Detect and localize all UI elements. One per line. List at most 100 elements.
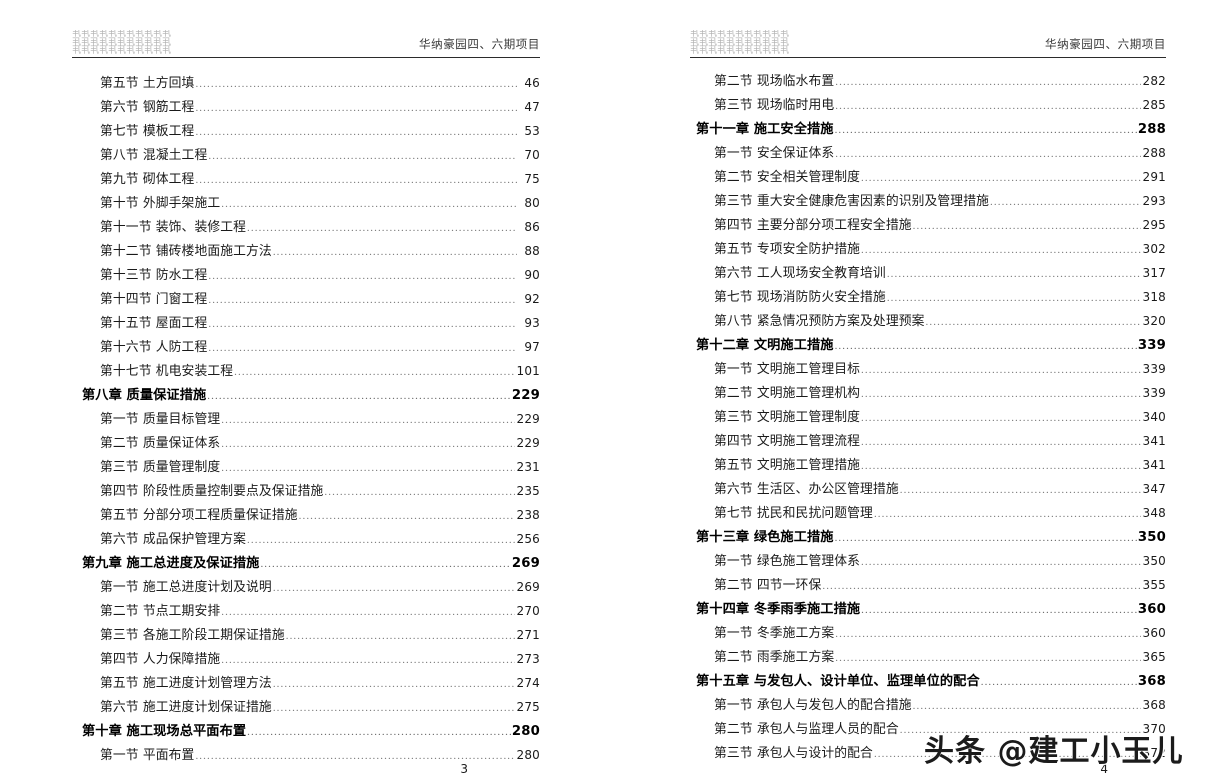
- toc-entry[interactable]: 第十七节 机电安装工程 101: [72, 360, 540, 384]
- toc-entry[interactable]: 第五节 文明施工管理措施 341: [690, 454, 1166, 478]
- header-project-title: 华纳豪园四、六期项目: [1045, 37, 1166, 51]
- toc-entry[interactable]: 第三节 重大安全健康危害因素的识别及管理措施 293: [690, 190, 1166, 214]
- toc-entry[interactable]: 第三节 现场临时用电 285: [690, 94, 1166, 118]
- toc-entry[interactable]: 第一节 承包人与发包人的配合措施 368: [690, 694, 1166, 718]
- toc-entry[interactable]: 第四节 主要分部分项工程安全措施 295: [690, 214, 1166, 238]
- toc-dot-leader: [861, 605, 1137, 621]
- header-rule: [690, 57, 1166, 58]
- toc-dot-leader: [221, 415, 515, 431]
- toc-entry-page-number: 269: [516, 580, 540, 594]
- toc-entry-label: 第三节 质量管理制度: [100, 460, 221, 475]
- toc-entry[interactable]: 第二节 质量保证体系 229: [72, 432, 540, 456]
- toc-entry[interactable]: 第二节 安全相关管理制度 291: [690, 166, 1166, 190]
- toc-entry[interactable]: 第十二章 文明施工措施 339: [690, 334, 1166, 358]
- toc-entry-label: 第三节 文明施工管理制度: [714, 410, 861, 425]
- toc-entry[interactable]: 第十四章 冬季雨季施工措施 360: [690, 598, 1166, 622]
- toc-entry-label: 第十一章 施工安全措施: [696, 122, 834, 137]
- toc-entry[interactable]: 第一节 绿色施工管理体系 350: [690, 550, 1166, 574]
- toc-entry[interactable]: 第三节 各施工阶段工期保证措施 271: [72, 624, 540, 648]
- toc-entry[interactable]: 第十节 外脚手架施工 80: [72, 192, 540, 216]
- toc-entry[interactable]: 第九节 砌体工程 75: [72, 168, 540, 192]
- toc-entry[interactable]: 第一节 安全保证体系 288: [690, 142, 1166, 166]
- toc-entry[interactable]: 第五节 土方回填 46: [72, 72, 540, 96]
- toc-entry[interactable]: 第四节 阶段性质量控制要点及保证措施 235: [72, 480, 540, 504]
- toc-entry[interactable]: 第二节 四节一环保 355: [690, 574, 1166, 598]
- toc-entry[interactable]: 第十一章 施工安全措施 288: [690, 118, 1166, 142]
- toc-dot-leader: [273, 703, 516, 719]
- toc-entry[interactable]: 第六节 钢筋工程 47: [72, 96, 540, 120]
- toc-entry[interactable]: 第十三节 防水工程 90: [72, 264, 540, 288]
- toc-dot-leader: [208, 151, 517, 167]
- toc-entry[interactable]: 第六节 生活区、办公区管理措施 347: [690, 478, 1166, 502]
- toc-entry[interactable]: 第五节 分部分项工程质量保证措施 238: [72, 504, 540, 528]
- toc-entry[interactable]: 第七节 扰民和民扰问题管理 348: [690, 502, 1166, 526]
- toc-dot-leader: [900, 485, 1142, 501]
- toc-entry[interactable]: 第一节 冬季施工方案 360: [690, 622, 1166, 646]
- toc-entry[interactable]: 第八节 紧急情况预防方案及处理预案 320: [690, 310, 1166, 334]
- toc-entry[interactable]: 第三节 文明施工管理制度 340: [690, 406, 1166, 430]
- toc-entry[interactable]: 第十章 施工现场总平面布置 280: [72, 720, 540, 744]
- toc-entry-label: 第九章 施工总进度及保证措施: [82, 556, 260, 571]
- toc-entry[interactable]: 第二节 文明施工管理机构 339: [690, 382, 1166, 406]
- toc-entry-page-number: 365: [1142, 650, 1166, 664]
- toc-entry[interactable]: 第一节 文明施工管理目标 339: [690, 358, 1166, 382]
- toc-entry[interactable]: 第六节 成品保护管理方案 256: [72, 528, 540, 552]
- toc-entry-label: 第二节 四节一环保: [714, 578, 822, 593]
- toc-entry-page-number: 46: [524, 76, 540, 90]
- toc-entry[interactable]: 第九章 施工总进度及保证措施 269: [72, 552, 540, 576]
- toc-dot-leader: [208, 343, 517, 359]
- toc-entry[interactable]: 第八节 混凝土工程 70: [72, 144, 540, 168]
- toc-entry[interactable]: 第十一节 装饰、装修工程 86: [72, 216, 540, 240]
- toc-entry[interactable]: 第十三章 绿色施工措施 350: [690, 526, 1166, 550]
- toc-entry[interactable]: 第五节 施工进度计划管理方法 274: [72, 672, 540, 696]
- toc-entry[interactable]: 第一节 平面布置 280: [72, 744, 540, 768]
- toc-dot-leader: [286, 631, 516, 647]
- toc-entry[interactable]: 第五节 专项安全防护措施 302: [690, 238, 1166, 262]
- toc-entry-label: 第七节 扰民和民扰问题管理: [714, 506, 873, 521]
- toc-entry[interactable]: 第六节 工人现场安全教育培训 317: [690, 262, 1166, 286]
- toc-dot-leader: [195, 103, 517, 119]
- toc-entry-label: 第二节 雨季施工方案: [714, 650, 835, 665]
- toc-entry[interactable]: 第二节 现场临水布置 282: [690, 70, 1166, 94]
- toc-entry[interactable]: 第三节 质量管理制度 231: [72, 456, 540, 480]
- toc-entry[interactable]: 第四节 人力保障措施 273: [72, 648, 540, 672]
- toc-entry-label: 第三节 承包人与设计的配合: [714, 746, 873, 761]
- toc-entry[interactable]: 第二节 雨季施工方案 365: [690, 646, 1166, 670]
- toc-dot-leader: [926, 317, 1142, 333]
- toc-entry-page-number: 229: [516, 436, 540, 450]
- toc-entry-page-number: 80: [524, 196, 540, 210]
- toc-entry[interactable]: 第十五节 屋面工程 93: [72, 312, 540, 336]
- toc-entry-label: 第四节 阶段性质量控制要点及保证措施: [100, 484, 324, 499]
- toc-entry[interactable]: 第八章 质量保证措施 229: [72, 384, 540, 408]
- toc-entry-label: 第六节 成品保护管理方案: [100, 532, 247, 547]
- toc-dot-leader: [861, 173, 1141, 189]
- toc-entry-page-number: 372: [1142, 746, 1166, 760]
- toc-entry-page-number: 370: [1142, 722, 1166, 736]
- toc-entry[interactable]: 第七节 现场消防防火安全措施 318: [690, 286, 1166, 310]
- toc-entry[interactable]: 第六节 施工进度计划保证措施 275: [72, 696, 540, 720]
- toc-entry-page-number: 291: [1142, 170, 1166, 184]
- toc-entry-page-number: 275: [516, 700, 540, 714]
- toc-dot-leader: [273, 679, 516, 695]
- toc-entry[interactable]: 第十六节 人防工程 97: [72, 336, 540, 360]
- toc-entry-label: 第八章 质量保证措施: [82, 388, 207, 403]
- toc-entry-page-number: 90: [524, 268, 540, 282]
- toc-entry[interactable]: 第二节 节点工期安排 270: [72, 600, 540, 624]
- toc-entry[interactable]: 第四节 文明施工管理流程 341: [690, 430, 1166, 454]
- toc-entry[interactable]: 第七节 模板工程 53: [72, 120, 540, 144]
- toc-dot-leader: [324, 487, 515, 503]
- toc-entry-label: 第四节 文明施工管理流程: [714, 434, 861, 449]
- toc-entry[interactable]: 第一节 施工总进度计划及说明 269: [72, 576, 540, 600]
- toc-entry[interactable]: 第一节 质量目标管理 229: [72, 408, 540, 432]
- toc-entry[interactable]: 第二节 承包人与监理人员的配合 370: [690, 718, 1166, 742]
- page-header-left: 丮丮丮丮丮丮丮丮丮丮丮丮丮丮丮丮丮丮丮丮丮丮丮丮丮丮丮丮丮丮丮丮丮丮丮丮丮丮丮丮…: [72, 30, 540, 60]
- toc-entry[interactable]: 第十五章 与发包人、设计单位、监理单位的配合 368: [690, 670, 1166, 694]
- toc-entry-label: 第五节 分部分项工程质量保证措施: [100, 508, 298, 523]
- toc-entry[interactable]: 第三节 承包人与设计的配合 372: [690, 742, 1166, 766]
- toc-entry-page-number: 285: [1142, 98, 1166, 112]
- toc-entry-page-number: 97: [524, 340, 540, 354]
- toc-entry-page-number: 295: [1142, 218, 1166, 232]
- toc-entry-label: 第三节 现场临时用电: [714, 98, 835, 113]
- toc-entry[interactable]: 第十二节 铺砖楼地面施工方法 88: [72, 240, 540, 264]
- toc-entry[interactable]: 第十四节 门窗工程 92: [72, 288, 540, 312]
